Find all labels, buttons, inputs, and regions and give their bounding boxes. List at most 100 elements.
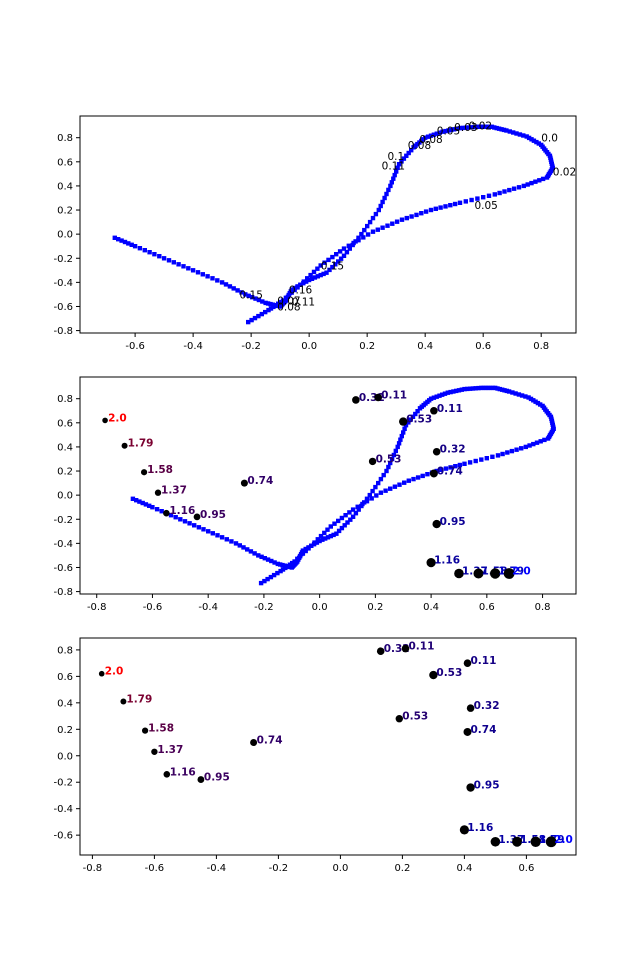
trajectory-point bbox=[367, 219, 373, 225]
trajectory-point bbox=[445, 390, 450, 395]
trajectory-point bbox=[280, 298, 286, 303]
point-label: 0.11 bbox=[381, 389, 407, 401]
trajectory-point bbox=[283, 565, 288, 571]
y-tick-label: 0.6 bbox=[57, 418, 73, 429]
point-label: 2.0 bbox=[108, 412, 127, 424]
trajectory-point bbox=[356, 238, 361, 243]
trajectory-point bbox=[190, 268, 196, 273]
trajectory-point bbox=[219, 535, 225, 540]
trajectory-point bbox=[378, 476, 384, 482]
trajectory-point bbox=[453, 464, 458, 469]
data-point bbox=[489, 568, 501, 579]
trajectory-point bbox=[528, 396, 534, 402]
trajectory-point bbox=[501, 127, 507, 133]
trajectory-point bbox=[132, 244, 138, 249]
trajectory-point bbox=[537, 178, 542, 183]
trajectory-point bbox=[516, 392, 522, 397]
y-tick-label: 0.6 bbox=[57, 672, 73, 683]
trajectory-point bbox=[534, 139, 539, 145]
trajectory-point bbox=[492, 192, 497, 197]
trajectory-point bbox=[241, 545, 246, 550]
trajectory-point bbox=[186, 266, 191, 271]
trajectory-point bbox=[278, 299, 283, 305]
trajectory-point bbox=[336, 528, 342, 534]
trajectory-point bbox=[301, 279, 306, 284]
point-label: 0.95 bbox=[204, 772, 230, 784]
trajectory-point bbox=[346, 243, 351, 248]
trajectory-point bbox=[224, 537, 229, 542]
trajectory-point bbox=[328, 533, 333, 539]
trajectory-point bbox=[137, 499, 142, 504]
data-point bbox=[463, 727, 472, 736]
trajectory-point bbox=[237, 543, 242, 548]
trajectory-point bbox=[235, 288, 240, 293]
trajectory-point bbox=[134, 498, 139, 503]
trajectory-point bbox=[442, 391, 448, 396]
trajectory-point bbox=[440, 129, 445, 134]
trajectory-point bbox=[497, 190, 502, 196]
data-point bbox=[429, 670, 438, 680]
trajectory-point bbox=[529, 137, 534, 142]
trajectory-point bbox=[479, 457, 484, 462]
trajectory-point bbox=[463, 199, 468, 204]
trajectory-point bbox=[259, 554, 264, 559]
trajectory-point bbox=[338, 256, 344, 261]
data-point bbox=[193, 513, 201, 521]
x-tick-label: 0.0 bbox=[312, 602, 328, 613]
trajectory-point bbox=[402, 480, 407, 485]
trajectory-point bbox=[265, 557, 271, 562]
trajectory-point bbox=[206, 529, 211, 534]
annotation-label: 0.1 bbox=[387, 151, 404, 163]
data-point bbox=[102, 417, 108, 424]
trajectory-point bbox=[178, 517, 183, 522]
annotation-label: 0.11 bbox=[382, 160, 405, 172]
point-label: 0.95 bbox=[440, 516, 466, 528]
trajectory-point bbox=[401, 430, 406, 435]
trajectory-point bbox=[437, 393, 442, 398]
trajectory-point bbox=[428, 133, 434, 138]
x-tick-label: 0.4 bbox=[417, 341, 433, 352]
trajectory-point bbox=[262, 556, 267, 561]
trajectory-point bbox=[295, 556, 300, 561]
y-tick-label: -0.6 bbox=[53, 302, 73, 313]
trajectory-point bbox=[229, 539, 234, 544]
trajectory-point bbox=[219, 280, 225, 285]
trajectory-point bbox=[341, 246, 347, 251]
trajectory-point bbox=[311, 269, 317, 275]
trajectory-point bbox=[275, 561, 280, 567]
trajectory-point bbox=[425, 134, 431, 139]
trajectory-point bbox=[393, 448, 398, 454]
point-label: 0.53 bbox=[406, 414, 432, 426]
data-point bbox=[463, 659, 472, 667]
y-tick-label: 0.0 bbox=[57, 491, 73, 502]
trajectory-point bbox=[526, 135, 532, 141]
trajectory-point bbox=[433, 206, 438, 211]
x-tick-label: 0.2 bbox=[394, 863, 410, 874]
point-label: 1.16 bbox=[170, 766, 196, 778]
trajectory-point bbox=[531, 138, 537, 143]
trajectory-point bbox=[304, 279, 309, 284]
trajectory-point bbox=[519, 393, 525, 398]
data-point bbox=[503, 568, 515, 579]
y-tick-label: 0.2 bbox=[57, 467, 73, 478]
trajectory-point bbox=[248, 549, 254, 554]
trajectory-point bbox=[502, 388, 507, 393]
trajectory-point bbox=[500, 387, 505, 392]
trajectory-point bbox=[380, 225, 385, 230]
trajectory-point bbox=[129, 242, 134, 247]
trajectory-point bbox=[351, 240, 356, 246]
trajectory-point bbox=[196, 525, 202, 530]
trajectory-point bbox=[347, 510, 352, 515]
trajectory-point bbox=[271, 304, 276, 310]
trajectory-point bbox=[376, 207, 381, 213]
trajectory-point bbox=[326, 257, 331, 263]
trajectory-point bbox=[391, 176, 396, 181]
data-point bbox=[454, 568, 464, 579]
x-tick-label: 0.2 bbox=[367, 602, 383, 613]
trajectory-point bbox=[278, 568, 283, 574]
annotation-label: 0.15 bbox=[321, 260, 344, 272]
trajectory-point bbox=[538, 402, 543, 407]
trajectory-point bbox=[256, 313, 261, 319]
trajectory-point bbox=[306, 546, 311, 551]
trajectory-point bbox=[147, 250, 152, 255]
